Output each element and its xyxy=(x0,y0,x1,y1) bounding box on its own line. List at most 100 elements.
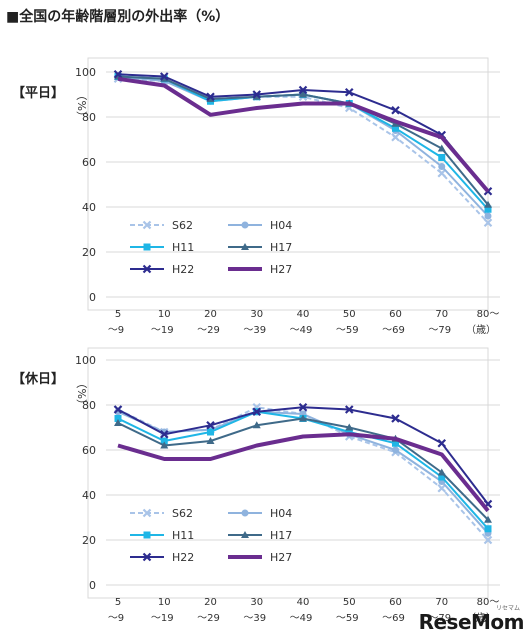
x-tick-label-range: ～19 xyxy=(151,325,174,336)
legend-label-h27: H27 xyxy=(270,551,292,564)
data-point-h22 xyxy=(437,438,447,448)
legend-marker-h17 xyxy=(241,243,249,250)
y-tick-label: 40 xyxy=(82,201,96,214)
data-point-h17 xyxy=(484,200,492,208)
legend-marker-h22 xyxy=(142,264,152,274)
legend-marker-h11 xyxy=(143,531,151,539)
legend-label-h04: H04 xyxy=(270,507,292,520)
legend-label-h11: H11 xyxy=(172,241,194,254)
data-point-h04 xyxy=(484,212,492,220)
y-axis-label: （%） xyxy=(75,378,88,410)
x-tick-label: 80～ xyxy=(477,309,500,320)
data-point-h11 xyxy=(438,154,446,161)
series-line-h27 xyxy=(117,432,490,513)
data-point-h17 xyxy=(252,421,261,429)
data-point-h17 xyxy=(437,144,446,152)
data-point-h17 xyxy=(345,423,354,431)
x-unit-label: （歳） xyxy=(466,612,496,624)
data-point-h17 xyxy=(206,437,215,444)
legend-marker-h11 xyxy=(143,243,151,251)
x-tick-label-range: ～49 xyxy=(290,613,313,624)
data-point-h11 xyxy=(438,473,446,481)
data-point-h17 xyxy=(114,419,122,426)
data-point-h22 xyxy=(113,69,123,79)
x-tick-label: 5 xyxy=(115,597,121,608)
data-point-h22 xyxy=(344,405,354,414)
legend-marker-h22 xyxy=(142,552,152,562)
y-tick-label: 80 xyxy=(82,399,96,412)
data-point-h17 xyxy=(484,515,492,523)
data-point-s62 xyxy=(391,132,400,142)
y-tick-label: 20 xyxy=(82,246,96,259)
x-tick-label-range: ～29 xyxy=(197,325,220,336)
data-point-h22 xyxy=(206,92,215,102)
data-point-s62 xyxy=(437,168,447,178)
legend-label-s62: S62 xyxy=(172,507,193,520)
legend-marker-s62 xyxy=(142,508,152,518)
data-point-h22 xyxy=(252,90,262,99)
x-tick-label-range: ～49 xyxy=(290,325,313,336)
x-tick-label: 30 xyxy=(250,309,263,320)
x-tick-label-range: ～79 xyxy=(428,613,451,624)
x-tick-label-range: ～59 xyxy=(336,613,359,624)
x-tick-label-range: ～59 xyxy=(336,325,359,336)
legend-label-h04: H04 xyxy=(270,219,292,232)
x-tick-label-range: ～29 xyxy=(197,613,220,624)
data-point-h22 xyxy=(298,85,308,95)
x-tick-label: 50 xyxy=(343,309,356,320)
y-axis-label: （%） xyxy=(75,90,88,122)
legend-label-h27: H27 xyxy=(270,263,292,276)
legend-label-h17: H17 xyxy=(270,529,292,542)
data-point-h22 xyxy=(391,105,400,115)
data-point-h11 xyxy=(392,124,399,132)
x-tick-label-range: ～69 xyxy=(382,325,405,336)
y-tick-label: 100 xyxy=(75,354,96,367)
x-tick-label-range: ～39 xyxy=(243,325,266,336)
x-tick-label-range: ～39 xyxy=(243,613,266,624)
x-tick-label: 20 xyxy=(204,309,217,320)
data-point-h22 xyxy=(113,405,123,414)
x-tick-label: 80～ xyxy=(477,597,500,608)
x-unit-label: （歳） xyxy=(466,324,496,336)
data-point-h11 xyxy=(114,415,122,422)
legend-label-s62: S62 xyxy=(172,219,193,232)
x-tick-label-range: ～9 xyxy=(108,613,124,624)
data-point-h17 xyxy=(160,441,169,449)
x-tick-label: 60 xyxy=(389,597,402,608)
data-point-h22 xyxy=(159,72,169,81)
x-tick-label-range: ～79 xyxy=(428,325,451,336)
data-point-h11 xyxy=(392,439,399,447)
data-point-h22 xyxy=(391,414,400,423)
data-point-h22 xyxy=(298,402,308,412)
x-tick-label: 10 xyxy=(158,309,171,320)
x-tick-label: 5 xyxy=(115,309,121,320)
x-tick-label-range: ～9 xyxy=(108,325,124,336)
legend-label-h22: H22 xyxy=(172,551,194,564)
watermark-subtext: リセマム xyxy=(495,605,520,612)
data-point-h11 xyxy=(484,525,492,533)
y-tick-label: 60 xyxy=(82,444,96,457)
data-point-h22 xyxy=(159,429,169,439)
data-point-h11 xyxy=(160,437,168,445)
y-tick-label: 0 xyxy=(89,291,96,304)
data-point-h17 xyxy=(437,468,446,476)
x-tick-label-range: ～19 xyxy=(151,613,174,624)
legend-marker-h17 xyxy=(241,531,249,538)
legend-marker-h04 xyxy=(241,509,249,517)
y-tick-label: 0 xyxy=(89,579,96,592)
x-tick-label: 30 xyxy=(250,597,263,608)
legend-marker-h04 xyxy=(241,221,249,229)
x-tick-label: 10 xyxy=(158,597,171,608)
legend-label-h22: H22 xyxy=(172,263,194,276)
data-point-h04 xyxy=(438,163,446,170)
x-tick-label: 20 xyxy=(204,597,217,608)
data-point-h11 xyxy=(484,205,492,213)
legend-label-h11: H11 xyxy=(172,529,194,542)
x-tick-label: 60 xyxy=(389,309,402,320)
x-tick-label: 70 xyxy=(435,597,448,608)
x-tick-label: 40 xyxy=(297,309,310,320)
panel-label-holiday: 【休日】 xyxy=(12,372,65,387)
data-point-h22 xyxy=(344,87,354,97)
x-tick-label: 50 xyxy=(343,597,356,608)
